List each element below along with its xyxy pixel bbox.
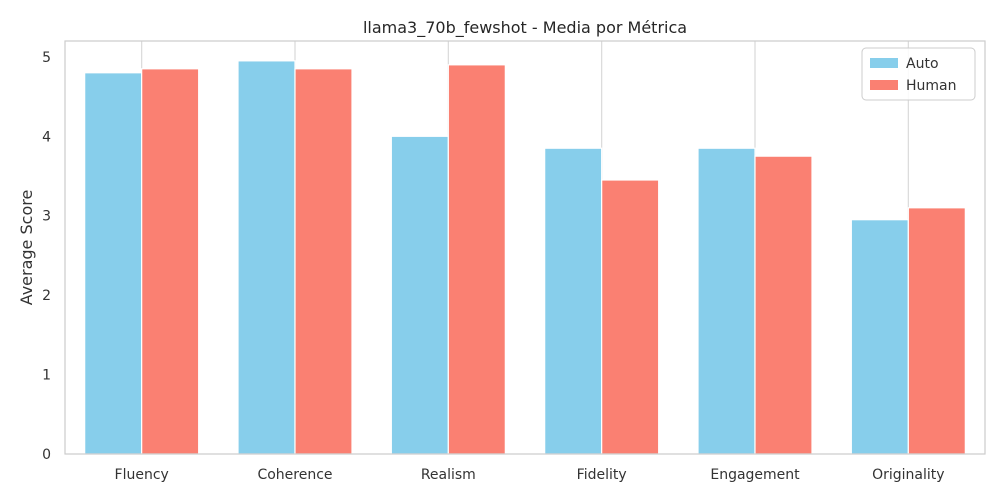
bar-human-engagement	[754, 155, 813, 455]
x-tick-label: Fluency	[115, 467, 169, 483]
x-tick-label: Coherence	[257, 467, 332, 483]
bar-auto-coherence	[237, 60, 296, 455]
legend-label-human: Human	[906, 78, 957, 94]
chart-title: llama3_70b_fewshot - Media por Métrica	[363, 18, 687, 38]
y-tick-label: 4	[42, 129, 51, 145]
y-tick-label: 0	[42, 447, 51, 463]
x-tick-label: Engagement	[710, 467, 800, 483]
x-tick-label: Originality	[872, 467, 944, 483]
legend-swatch-auto	[870, 58, 898, 68]
y-tick-label: 3	[42, 209, 51, 225]
y-axis-ticks: 0 1 2 3 4 5	[42, 50, 51, 463]
x-tick-label: Fidelity	[577, 467, 627, 483]
bars	[84, 60, 966, 455]
x-axis-ticks: Fluency Coherence Realism Fidelity Engagemen…	[115, 467, 945, 483]
bar-human-fidelity	[601, 179, 660, 455]
plot-frame	[64, 40, 986, 455]
x-tick-label: Realism	[421, 467, 476, 483]
y-axis-title: Average Score	[17, 190, 36, 306]
bar-auto-realism	[390, 135, 449, 455]
bar-human-fluency	[141, 68, 200, 455]
bar-auto-engagement	[697, 147, 756, 455]
bar-human-coherence	[294, 68, 353, 455]
bar-auto-fidelity	[544, 147, 603, 455]
bar-auto-fluency	[84, 72, 143, 455]
y-tick-label: 1	[42, 368, 51, 384]
legend-label-auto: Auto	[906, 56, 939, 72]
bar-human-originality	[907, 207, 966, 455]
legend: Auto Human	[861, 47, 976, 101]
legend-swatch-human	[870, 80, 898, 90]
bar-auto-originality	[850, 219, 909, 455]
y-tick-label: 5	[42, 50, 51, 66]
y-tick-label: 2	[42, 288, 51, 304]
bar-human-realism	[447, 64, 506, 455]
